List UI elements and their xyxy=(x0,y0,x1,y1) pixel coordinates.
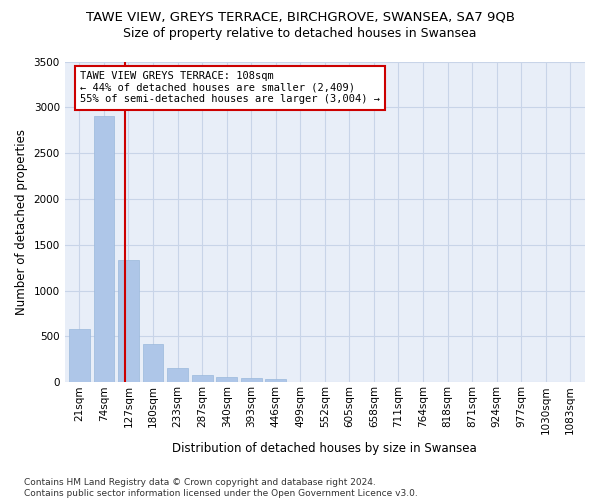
Bar xyxy=(265,379,286,382)
Bar xyxy=(216,377,237,382)
Bar xyxy=(167,368,188,382)
Text: TAWE VIEW GREYS TERRACE: 108sqm
← 44% of detached houses are smaller (2,409)
55%: TAWE VIEW GREYS TERRACE: 108sqm ← 44% of… xyxy=(80,71,380,104)
X-axis label: Distribution of detached houses by size in Swansea: Distribution of detached houses by size … xyxy=(172,442,477,455)
Bar xyxy=(94,116,115,382)
Bar xyxy=(241,378,262,382)
Text: Size of property relative to detached houses in Swansea: Size of property relative to detached ho… xyxy=(123,28,477,40)
Bar xyxy=(118,260,139,382)
Text: Contains HM Land Registry data © Crown copyright and database right 2024.
Contai: Contains HM Land Registry data © Crown c… xyxy=(24,478,418,498)
Y-axis label: Number of detached properties: Number of detached properties xyxy=(15,129,28,315)
Bar xyxy=(191,375,212,382)
Bar xyxy=(143,344,163,383)
Text: TAWE VIEW, GREYS TERRACE, BIRCHGROVE, SWANSEA, SA7 9QB: TAWE VIEW, GREYS TERRACE, BIRCHGROVE, SW… xyxy=(86,10,515,23)
Bar xyxy=(69,329,90,382)
